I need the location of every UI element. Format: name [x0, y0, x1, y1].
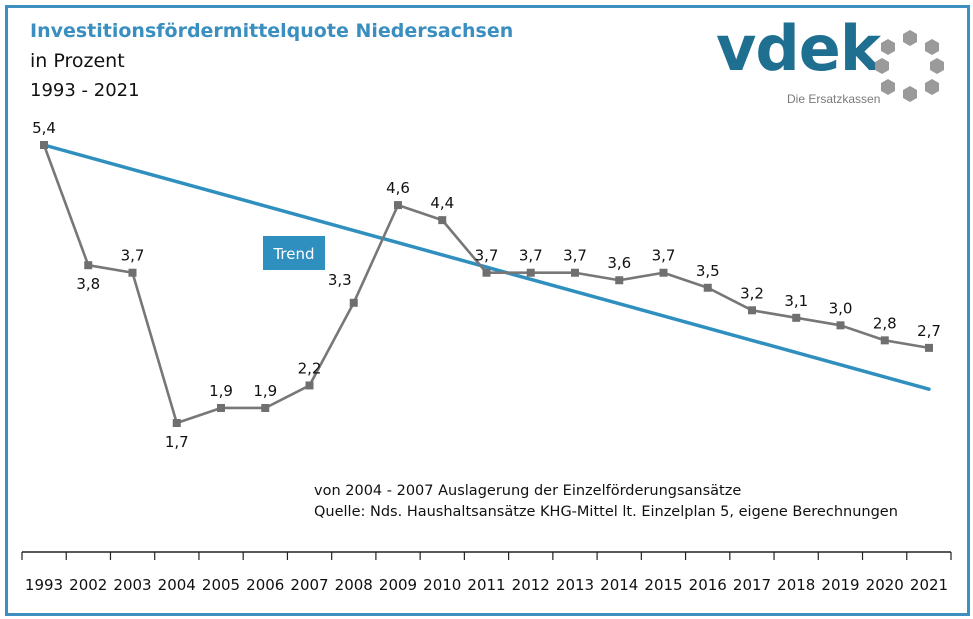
x-tick-label: 2010	[423, 576, 461, 594]
x-tick-label: 2020	[866, 576, 904, 594]
data-point	[880, 336, 889, 345]
data-point	[128, 268, 137, 277]
data-point	[748, 306, 756, 315]
logo-tagline: Die Ersatzkassen	[787, 92, 881, 106]
x-tick-label: 2006	[246, 576, 284, 594]
data-point	[394, 201, 402, 210]
data-label: 3,8	[76, 275, 100, 293]
x-tick-label: 2008	[335, 576, 373, 594]
data-label: 3,7	[475, 247, 499, 265]
data-label: 2,2	[298, 359, 322, 377]
trend-label-box: Trend	[263, 236, 325, 270]
data-point	[349, 298, 358, 307]
chart-period: 1993 - 2021	[30, 80, 140, 101]
data-label: 2,7	[917, 322, 941, 340]
x-axis-labels: 1993 2002 2003 2004 2005 2006 2007 2008 2009 2010…	[25, 576, 948, 594]
x-tick-label: 2015	[644, 576, 682, 594]
data-point	[526, 268, 535, 277]
data-point	[659, 268, 668, 277]
note-line-2: Quelle: Nds. Haushaltsansätze KHG-Mittel…	[314, 504, 898, 520]
data-label: 3,7	[121, 247, 145, 265]
data-labels: 5,4 3,8 3,7 1,7 1,9 1,9 2,2 3,3 4,6 4,4 3,7 3,7 3,7 3…	[32, 119, 941, 451]
x-tick-label: 2012	[512, 576, 550, 594]
data-point	[836, 321, 845, 330]
data-label: 5,4	[32, 119, 56, 137]
x-tick-label: 2016	[689, 576, 727, 594]
data-point	[84, 261, 93, 270]
data-point	[261, 403, 270, 412]
data-label: 3,5	[696, 262, 720, 280]
data-point	[172, 419, 181, 427]
x-tick-label: 2013	[556, 576, 594, 594]
data-label: 4,6	[386, 179, 410, 197]
x-tick-label: 2021	[910, 576, 948, 594]
trend-label: Trend	[272, 245, 314, 263]
data-label: 3,0	[829, 299, 853, 317]
data-label: 3,3	[328, 271, 352, 289]
series-line	[42, 144, 930, 425]
data-point	[40, 141, 48, 149]
data-label: 3,1	[784, 292, 808, 310]
data-label: 1,7	[165, 433, 189, 451]
data-label: 3,6	[607, 254, 631, 272]
x-tick-label: 2017	[733, 576, 771, 594]
chart-subtitle: in Prozent	[30, 50, 125, 72]
chart-notes: von 2004 - 2007 Auslagerung der Einzelfö…	[314, 481, 898, 523]
data-point	[305, 381, 314, 390]
chart-frame	[5, 5, 970, 616]
x-tick-label: 2002	[69, 576, 107, 594]
data-label: 1,9	[253, 382, 277, 400]
x-tick-label: 2005	[202, 576, 240, 594]
data-point	[571, 268, 579, 277]
note-line-1: von 2004 - 2007 Auslagerung der Einzelfö…	[314, 483, 742, 499]
data-point	[438, 216, 447, 225]
data-point	[925, 343, 933, 352]
data-label: 3,7	[519, 247, 543, 265]
x-tick-label: 2007	[290, 576, 328, 594]
chart-title: Investitionsfördermittelquote Niedersach…	[30, 20, 514, 42]
x-tick-label: 2014	[600, 576, 638, 594]
ring-of-hexagons-icon	[875, 30, 944, 102]
x-tick-label: 2018	[777, 576, 815, 594]
data-point	[217, 403, 225, 412]
data-label: 3,7	[652, 247, 676, 265]
data-label: 3,2	[740, 284, 764, 302]
data-label: 4,4	[430, 194, 454, 212]
data-point	[703, 283, 712, 292]
data-label: 3,7	[563, 247, 587, 265]
x-tick-label: 2011	[467, 576, 505, 594]
data-label: 1,9	[209, 382, 233, 400]
x-tick-label: 2019	[821, 576, 859, 594]
data-label: 2,8	[873, 314, 897, 332]
x-tick-label: 1993	[25, 576, 63, 594]
data-point	[482, 268, 491, 277]
x-tick-label: 2009	[379, 576, 417, 594]
trend-line	[42, 143, 931, 391]
x-axis-ticks	[21, 552, 952, 560]
x-tick-label: 2004	[158, 576, 196, 594]
data-point	[615, 276, 624, 285]
x-tick-label: 2003	[113, 576, 151, 594]
data-point	[792, 313, 801, 322]
vdek-logo: vdek Die Ersatzkassen	[712, 12, 952, 112]
logo-wordmark: vdek	[716, 12, 881, 85]
series-points	[40, 141, 933, 427]
